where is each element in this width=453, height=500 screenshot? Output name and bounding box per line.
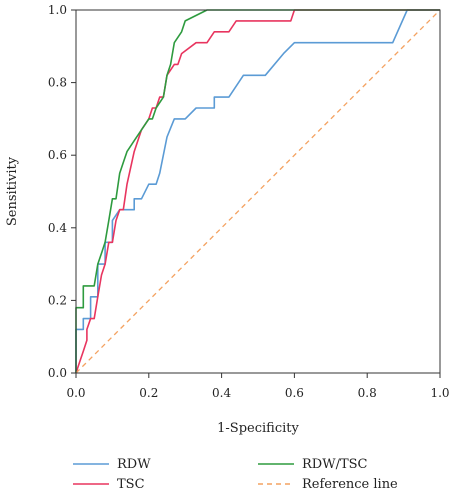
axes: 0.0 0.2 0.4 0.6 0.8 1.0 0.0 0.2 0.4 0.6 0.8 1.0 [48,3,450,400]
y-tick-label: 0.2 [48,293,67,307]
x-tick-label: 0.4 [212,386,231,400]
series-line-rdw [75,9,440,373]
y-tick-label: 1.0 [48,3,67,17]
y-tick-label: 0.8 [48,76,67,90]
y-tick-label: 0.0 [48,366,67,380]
x-tick-label: 1.0 [430,386,449,400]
series-line-rdw-tsc [75,9,440,373]
plot-frame [75,9,441,374]
legend-label: Reference line [302,477,398,492]
x-tick-label: 0.0 [66,386,85,400]
legend-label: TSC [117,477,145,492]
x-tick-label: 0.2 [139,386,158,400]
legend: RDW TSC RDW/TSC Reference line [73,457,398,492]
x-tick-label: 0.6 [285,386,304,400]
y-tick-label: 0.6 [48,148,67,162]
y-tick-label: 0.4 [48,221,67,235]
series-line-reference-line [75,9,441,374]
x-axis-title: 1-Specificity [217,421,299,436]
legend-label: RDW [117,457,151,472]
x-tick-label: 0.8 [358,386,377,400]
y-axis-title: Sensitivity [5,156,20,226]
legend-label: RDW/TSC [302,457,368,472]
plot-area [75,9,441,374]
